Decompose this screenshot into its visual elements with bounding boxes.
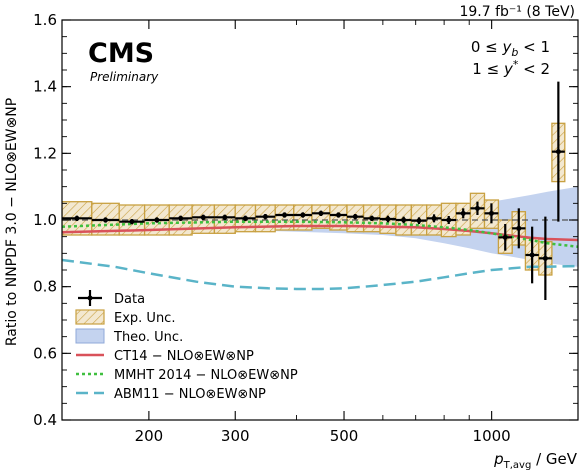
data-marker [222,214,228,220]
data-point [255,214,276,220]
y-tick-label: 1.6 [33,11,57,29]
legend-label: ABM11 − NLO⊗EW⊗NP [114,387,266,402]
legend-item-ct14: CT14 − NLO⊗EW⊗NP [76,349,254,364]
data-point [311,210,330,216]
data-point [441,216,457,224]
data-point [363,215,380,221]
data-point [484,203,499,224]
ct14-line [62,224,578,242]
axis-ticks: 0.4 0.6 0.8 1.0 1.2 1.4 1.6 200 300 500 1000 [33,11,578,445]
data-point [395,216,412,224]
y-tick-label: 0.8 [33,278,57,296]
preliminary-label: Preliminary [90,70,159,84]
data-marker [369,215,375,221]
data-marker [529,252,535,258]
legend-data-marker [87,295,93,301]
legend-item-theo: Theo. Unc. [75,328,183,345]
data-point [275,212,294,218]
data-marker [154,217,160,223]
mmht-line [62,220,578,248]
data-point [144,217,170,223]
data-marker [555,149,561,155]
region-label-yb: 0 ≤ yb < 1 [471,38,550,59]
legend-label: Exp. Unc. [114,311,175,326]
data-marker [74,215,80,221]
data-marker [300,212,306,218]
legend-label: Data [114,292,145,307]
data-point [498,224,513,251]
y-tick-label: 1.4 [33,78,57,96]
data-point [214,214,236,220]
data-point [411,217,427,224]
data-point [525,226,539,284]
data-point [119,219,145,225]
data-point [379,215,396,223]
data-marker [431,215,437,221]
data-point [538,216,552,300]
legend-label: MMHT 2014 − NLO⊗EW⊗NP [114,368,298,383]
legend-item-exp: Exp. Unc. [75,309,175,326]
data-point [470,201,485,215]
luminosity-label: 19.7 fb⁻¹ (8 TeV) [459,4,575,20]
data-marker [318,210,324,216]
data-point [456,208,471,219]
prediction-lines [62,220,578,291]
data-marker [282,212,288,218]
cms-label: CMS [88,38,154,69]
legend-label: CT14 − NLO⊗EW⊗NP [114,349,254,364]
data-point [169,215,193,221]
y-tick-label: 1.0 [33,211,57,229]
legend-label: Theo. Unc. [113,330,183,345]
data-marker [103,217,109,223]
legend: Data Exp. Unc. Theo. Unc. CT14 − NLO⊗EW⊗NP M… [75,290,298,402]
data-marker [416,218,422,224]
legend-theo-swatch [75,328,105,344]
x-tick-label: 300 [221,427,250,445]
data-marker [502,234,508,240]
data-marker [474,205,480,211]
data-points [62,81,565,300]
y-tick-label: 0.4 [33,411,57,429]
data-point [192,214,215,220]
data-marker [542,255,548,261]
y-axis-label: Ratio to NNPDF 3.0 − NLO⊗EW⊗NP [4,98,20,346]
data-point [346,214,364,220]
x-tick-label: 200 [135,427,164,445]
data-point [426,214,442,223]
data-marker [178,215,184,221]
y-tick-label: 1.2 [33,144,57,162]
data-marker [335,212,341,218]
legend-item-data: Data [78,290,145,307]
legend-exp-swatch [75,309,105,325]
data-point [235,215,256,221]
data-marker [385,216,391,222]
data-marker [352,214,358,220]
data-marker [200,214,206,220]
data-point [91,217,120,223]
data-point [293,212,312,218]
data-marker [242,215,248,221]
data-marker [488,210,494,216]
data-point [512,208,526,249]
legend-item-abm: ABM11 − NLO⊗EW⊗NP [76,387,266,402]
x-tick-label: 500 [330,427,359,445]
data-marker [401,217,407,223]
data-marker [446,217,452,223]
data-point [329,212,347,218]
x-axis-label: pT,avg / GeV [493,450,578,470]
y-tick-label: 0.6 [33,344,57,362]
data-marker [129,219,135,225]
data-marker [516,225,522,231]
data-marker [262,214,268,220]
data-point [551,81,565,222]
x-tick-label: 1000 [473,427,511,445]
data-point [62,215,92,221]
data-marker [460,210,466,216]
abm-line [62,258,578,291]
legend-item-mmht: MMHT 2014 − NLO⊗EW⊗NP [76,368,298,383]
region-label-ystar: 1 ≤ y* < 2 [472,58,550,78]
